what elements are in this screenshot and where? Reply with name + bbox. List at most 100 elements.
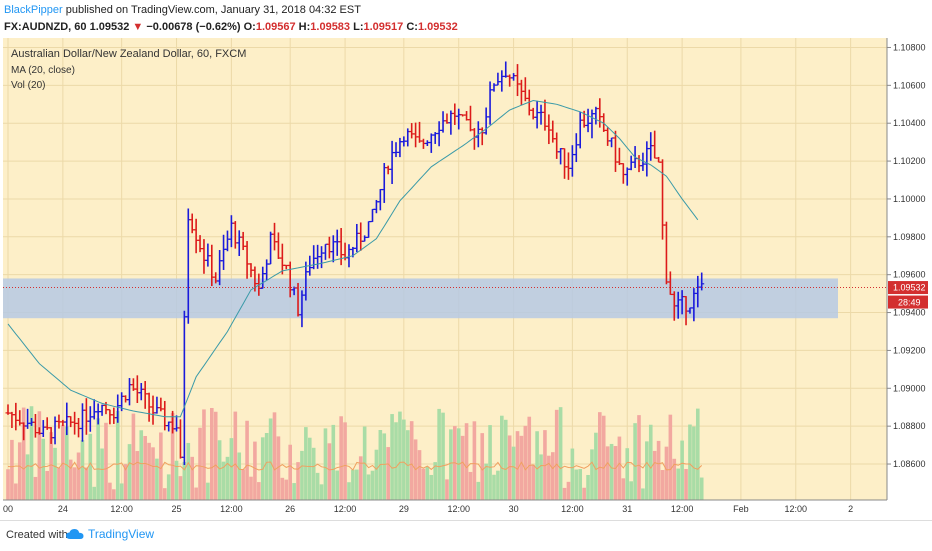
volume-bar (386, 447, 390, 500)
plot-background (3, 38, 887, 500)
volume-bar (433, 462, 438, 500)
volume-bar (590, 449, 594, 500)
volume-bar (57, 467, 61, 500)
volume-bar (699, 477, 704, 500)
legend-vol[interactable]: Vol (20) (11, 80, 45, 91)
volume-bar (182, 461, 187, 500)
volume-bar (641, 488, 645, 500)
high-label: H: (298, 21, 311, 33)
volume-bar (178, 476, 183, 500)
y-tick-label: 1.09400 (893, 308, 926, 318)
volume-bar (284, 479, 289, 500)
volume-bar (257, 482, 261, 500)
close-label: C: (406, 21, 418, 33)
volume-bar (578, 469, 583, 500)
created-with-text: Created with (6, 529, 68, 541)
volume-bar (684, 469, 688, 500)
volume-bar (88, 433, 93, 500)
tradingview-brand[interactable]: TradingView (66, 527, 154, 541)
volume-bar (10, 439, 14, 500)
volume-bar (523, 425, 528, 500)
price-bars (5, 61, 705, 466)
volume-bar (468, 471, 473, 500)
volume-bar (445, 479, 449, 500)
y-tick-label: 1.08600 (893, 459, 926, 469)
publisher-name[interactable]: BlackPipper (4, 4, 63, 16)
volume-bar (558, 407, 563, 500)
volume-bar (72, 467, 77, 500)
volume-ma-line (7, 461, 703, 471)
volume-bar (398, 411, 402, 500)
volume-bar (159, 432, 163, 500)
volume-bar (598, 412, 602, 500)
volume-bar (135, 451, 140, 500)
volume-bar (358, 456, 363, 500)
volume-bar (249, 476, 253, 500)
y-tick-label: 1.10000 (893, 194, 926, 204)
x-tick-label: 12:00 (447, 504, 470, 514)
volume-bar (370, 470, 375, 500)
volume-bar (76, 452, 81, 500)
volume-bar (586, 474, 590, 500)
volume-bar (33, 476, 38, 500)
volume-bar (366, 474, 371, 500)
volume-bar (484, 463, 488, 500)
volume-bar (174, 460, 179, 500)
volume-bar (68, 459, 73, 500)
volume-bar (429, 474, 434, 500)
volume-bar (112, 489, 116, 500)
low-label: L: (353, 21, 364, 33)
legend-ma[interactable]: MA (20, close) (11, 65, 75, 76)
volume-bar (100, 448, 104, 500)
volume-bar (507, 435, 512, 500)
volume-bar (115, 410, 120, 500)
volume-bar (374, 449, 379, 500)
volume-bar (605, 446, 610, 500)
volume-bar (680, 440, 684, 500)
volume-bar (656, 440, 661, 500)
volume-bar (480, 433, 485, 500)
volume-bar (425, 466, 430, 500)
volume-bar (648, 424, 653, 500)
volume-bar (131, 413, 136, 500)
cloud-icon (66, 529, 84, 539)
change-down-icon: ▼ (132, 21, 144, 33)
volume-bar (476, 481, 481, 500)
volume-bar (17, 442, 22, 500)
volume-bar (594, 432, 598, 500)
x-tick-label: 31 (622, 504, 632, 514)
volume-bar (304, 427, 308, 500)
volume-bar (582, 487, 586, 500)
y-tick-label: 1.09200 (893, 345, 926, 355)
volume-bar (409, 421, 414, 500)
legend-instrument: Australian Dollar/New Zealand Dollar, 60… (11, 48, 246, 60)
time-axis[interactable]: 00 24 12:00 25 12:00 26 12:00 29 12:00 30 12:00 31 1… (3, 504, 853, 514)
x-tick-label: 26 (285, 504, 295, 514)
volume-bar (613, 446, 618, 500)
volume-bar (245, 420, 249, 500)
y-tick-label: 1.10800 (893, 42, 926, 52)
volume-bar (566, 481, 571, 500)
volume-bar (14, 483, 18, 500)
x-tick-label: 24 (58, 504, 68, 514)
volume-bar (92, 486, 97, 500)
price-tag-box (888, 281, 928, 295)
volume-bar (496, 470, 500, 500)
y-tick-label: 1.10200 (893, 156, 926, 166)
price-tag: 1.09532 (888, 281, 928, 295)
price-chart[interactable]: 1.10800 1.10600 1.10400 1.10200 1.10000 1.098… (0, 38, 932, 520)
volume-bar (527, 416, 532, 500)
volume-bar (535, 431, 539, 500)
volume-bar (37, 411, 42, 500)
x-tick-label: Feb (733, 504, 749, 514)
price-axis[interactable]: 1.10800 1.10600 1.10400 1.10200 1.10000 1.098… (887, 42, 926, 469)
countdown-tag: 28:49 (888, 295, 928, 309)
volume-bar (539, 454, 543, 500)
volume-bar (49, 432, 53, 500)
volume-bar (241, 469, 245, 500)
volume-bar (390, 414, 394, 500)
volume-bar (449, 429, 453, 500)
volume-bar (621, 478, 626, 500)
close-value: 1.09532 (417, 21, 458, 33)
x-tick-label: 29 (399, 504, 409, 514)
